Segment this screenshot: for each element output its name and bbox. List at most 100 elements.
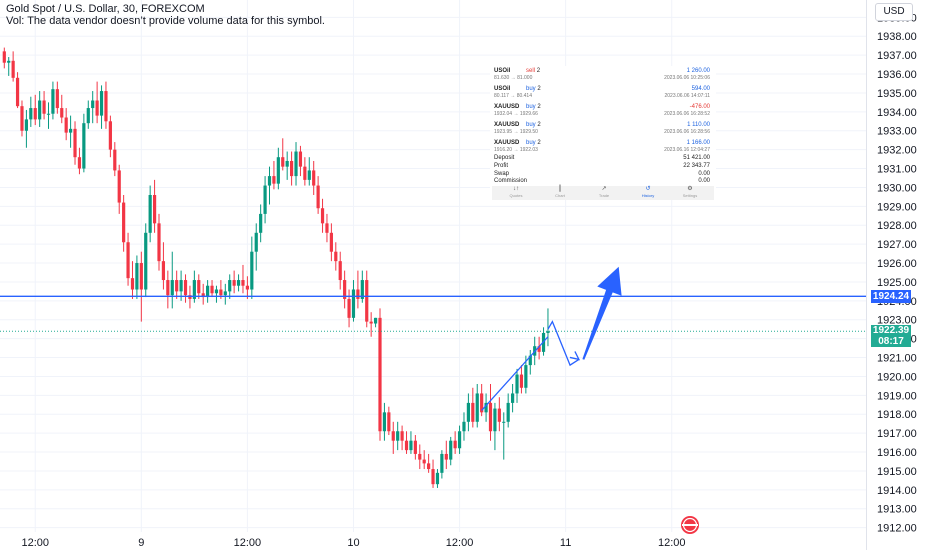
trade-symbol: USOil	[494, 86, 511, 92]
trade-row[interactable]: USOil buy 2 80.117 → 80.414 594.00 2023.…	[492, 86, 714, 102]
y-tick-label: 1920.00	[877, 371, 917, 383]
y-tick-label: 1938.00	[877, 31, 917, 43]
candle-body	[431, 469, 435, 485]
candle-body	[396, 431, 400, 441]
candle	[161, 242, 166, 290]
candle	[396, 421, 400, 451]
nav-trade[interactable]: ↗ Trade	[584, 186, 624, 200]
candle	[254, 223, 258, 271]
candle-body	[69, 128, 73, 133]
candle-body	[497, 408, 501, 422]
quotes-icon: ↓↑	[513, 186, 519, 192]
y-tick-label: 1928.00	[877, 220, 917, 232]
candle-body	[192, 280, 196, 299]
trade-row[interactable]: XAUUSD buy 2 1916.20 → 1922.03 1 166.00 …	[492, 140, 714, 156]
trade-time: 2023.06.06 14:07:11	[664, 93, 710, 99]
candle	[2, 47, 6, 69]
candle	[228, 274, 232, 299]
y-tick-label: 1921.00	[877, 353, 917, 365]
candle	[378, 308, 382, 441]
candle-body	[241, 280, 245, 286]
candle-body	[201, 293, 205, 298]
candle-body	[113, 149, 117, 171]
candle-body	[462, 421, 466, 432]
candle	[519, 365, 524, 394]
candle	[290, 151, 294, 186]
candle-body	[206, 285, 210, 298]
trade-symbol: XAUUSD	[494, 140, 520, 146]
candle	[166, 270, 170, 309]
candle-body	[245, 285, 249, 290]
trade-symbol: XAUUSD	[494, 104, 520, 110]
trade-row[interactable]: USOil sell 2 81.630 → 81.000 1 260.00 20…	[492, 68, 714, 84]
candle-body	[46, 113, 51, 115]
candle	[449, 436, 453, 466]
y-tick-label: 1930.00	[877, 182, 917, 194]
candle-body	[82, 123, 86, 169]
summary-swap: Swap 0.00	[494, 171, 710, 177]
candle	[506, 393, 510, 428]
trade-profit: 1 110.00	[687, 122, 710, 128]
candle-body	[7, 60, 11, 63]
y-tick-label: 1935.00	[877, 88, 917, 100]
nav-chart[interactable]: ║ Chart	[540, 186, 580, 200]
candle	[537, 336, 541, 360]
candle	[51, 81, 55, 120]
candle	[135, 255, 139, 299]
trade-prices: 81.630 → 81.000	[494, 75, 533, 81]
candle	[360, 270, 364, 303]
y-tick-label: 1932.00	[877, 145, 917, 157]
candle-body	[294, 151, 298, 177]
candle-body	[378, 317, 382, 432]
candle-body	[409, 440, 413, 451]
candle	[276, 147, 280, 190]
price-axis[interactable]: 1912.00 1913.00 1914.00 1915.00 1916.00 1917.…	[866, 0, 932, 550]
candle-body	[272, 176, 276, 184]
trade-row[interactable]: XAUUSD buy 2 1932.04 → 1929.66 -476.00 2…	[492, 104, 714, 120]
candle-body	[183, 280, 188, 296]
candle-body	[290, 160, 294, 177]
candle-body	[77, 157, 82, 169]
candle-body	[24, 119, 28, 131]
nav-quotes[interactable]: ↓↑ Quotes	[496, 186, 536, 200]
candle	[104, 81, 108, 129]
candle-body	[298, 151, 303, 167]
y-tick-label: 1937.00	[877, 50, 917, 62]
currency-button[interactable]: USD	[875, 3, 913, 21]
trade-time: 2023.06.16 12:04:27	[664, 147, 710, 153]
candle-body	[329, 232, 333, 252]
trade-row[interactable]: XAUUSD buy 2 1923.95 → 1929.50 1 110.00 …	[492, 122, 714, 138]
x-tick-label: 12:00	[658, 537, 686, 549]
candle	[170, 251, 174, 309]
candle	[91, 91, 95, 124]
candle-body	[449, 440, 453, 460]
candle	[33, 94, 37, 126]
candle-body	[166, 280, 170, 296]
candle-body	[91, 100, 95, 109]
volume-note: Vol: The data vendor doesn’t provide vol…	[6, 15, 325, 27]
y-tick-label: 1923.00	[877, 315, 917, 327]
candle	[391, 421, 395, 454]
candle	[126, 232, 130, 286]
candle-body	[263, 185, 267, 214]
y-tick-label: 1912.00	[877, 523, 917, 535]
candle	[431, 459, 435, 488]
nav-settings[interactable]: ⚙ Settings	[670, 186, 710, 200]
candle-body	[51, 89, 55, 114]
candle-body	[33, 108, 37, 120]
candle-body	[511, 393, 515, 403]
candle-body	[42, 100, 46, 114]
candle-body	[161, 261, 166, 281]
candle	[38, 91, 42, 127]
candle-body	[144, 232, 148, 290]
candle	[60, 94, 64, 124]
candle-body	[188, 295, 192, 299]
x-axis: 12:00 9 12:00 10 12:00 11 12:00	[21, 537, 685, 549]
candle-body	[214, 289, 219, 294]
chart-icon: ║	[557, 186, 563, 192]
candle	[285, 151, 289, 180]
candle	[11, 51, 15, 82]
nav-history[interactable]: ↺ History	[628, 186, 668, 200]
x-tick-label: 12:00	[234, 537, 262, 549]
